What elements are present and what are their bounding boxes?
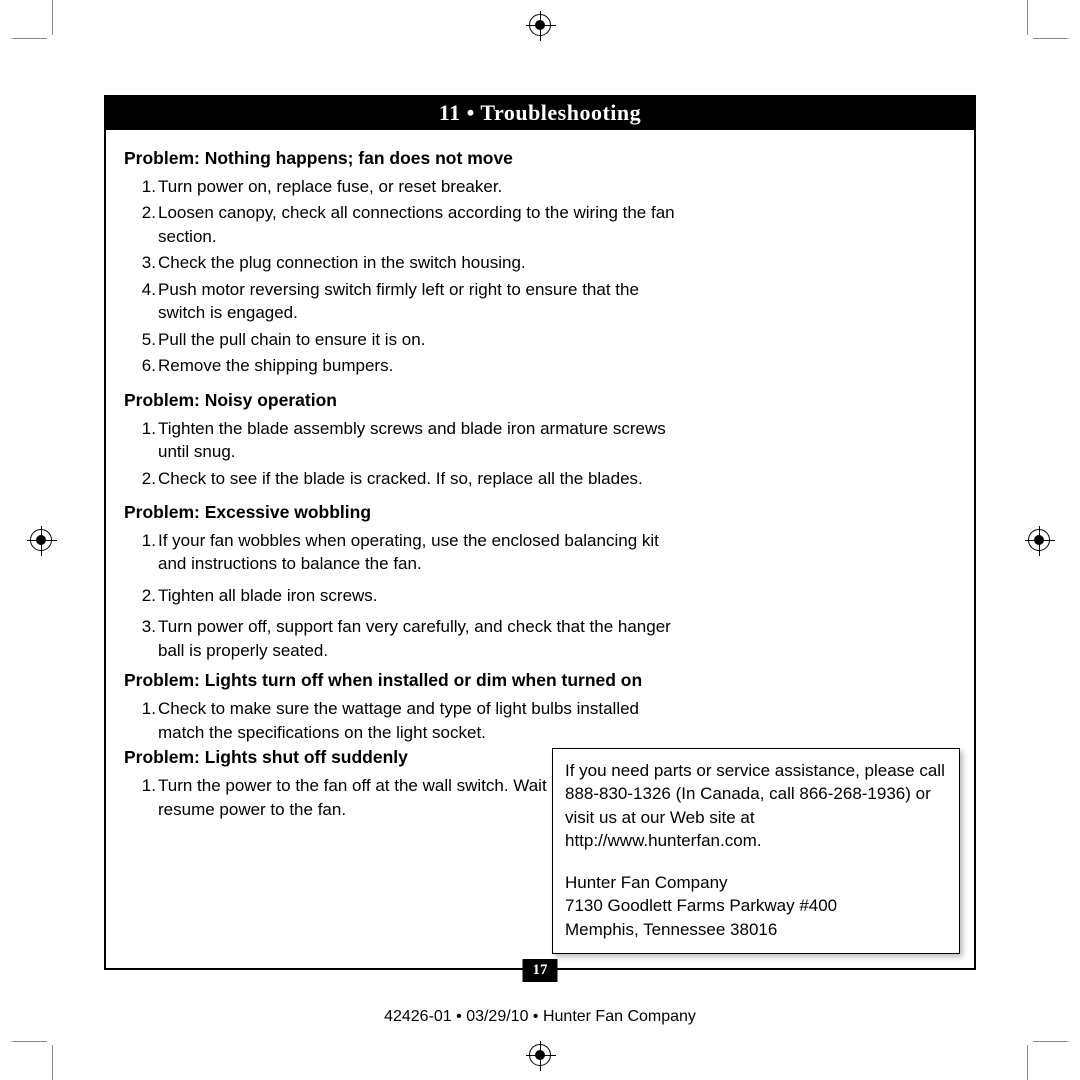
problem-steps: Tighten the blade assembly screws and bl… [124,417,684,490]
problem-block: Problem: Lights turn off when installed … [124,670,956,744]
problem-block: Problem: Noisy operation Tighten the bla… [124,390,956,490]
crop-mark [52,0,53,35]
crop-mark [1027,1045,1028,1080]
problem-block: Problem: Excessive wobbling If your fan … [124,502,956,662]
step-item: Turn power on, replace fuse, or reset br… [158,175,684,198]
step-item: Check to see if the blade is cracked. If… [158,467,684,490]
step-item: Pull the pull chain to ensure it is on. [158,328,684,351]
problem-title: Problem: Noisy operation [124,390,956,411]
step-item: Check to make sure the wattage and type … [158,697,684,744]
page-number-badge: 17 [523,959,558,982]
company-street: 7130 Goodlett Farms Parkway #400 [565,896,837,915]
contact-info-box: If you need parts or service assistance,… [552,748,960,954]
problem-steps: Check to make sure the wattage and type … [124,697,684,744]
footer-text: 42426-01 • 03/29/10 • Hunter Fan Company [0,1008,1080,1026]
company-address: Hunter Fan Company 7130 Goodlett Farms P… [565,871,947,941]
registration-mark-icon [1028,529,1050,551]
registration-mark-icon [529,14,551,36]
section-header: 11 • Troubleshooting [106,97,974,130]
crop-mark [12,1041,47,1042]
problem-steps: If your fan wobbles when operating, use … [124,529,684,662]
step-item: If your fan wobbles when operating, use … [158,529,684,576]
registration-mark-icon [30,529,52,551]
step-item: Check the plug connection in the switch … [158,251,684,274]
page-frame: 11 • Troubleshooting Problem: Nothing ha… [104,95,976,970]
crop-mark [1033,1041,1068,1042]
step-item: Loosen canopy, check all connections acc… [158,201,684,248]
crop-mark [12,38,47,39]
contact-info-text: If you need parts or service assistance,… [565,759,947,853]
content-area: Problem: Nothing happens; fan does not m… [106,130,974,968]
step-item: Remove the shipping bumpers. [158,354,684,377]
crop-mark [1027,0,1028,35]
problem-title: Problem: Lights turn off when installed … [124,670,956,691]
step-item: Tighten all blade iron screws. [158,584,684,607]
crop-mark [52,1045,53,1080]
company-name: Hunter Fan Company [565,873,728,892]
problem-steps: Turn power on, replace fuse, or reset br… [124,175,684,378]
problem-block: Problem: Nothing happens; fan does not m… [124,148,956,378]
crop-mark [1033,38,1068,39]
registration-mark-icon [529,1044,551,1066]
company-city: Memphis, Tennessee 38016 [565,920,777,939]
step-item: Turn power off, support fan very careful… [158,615,684,662]
problem-title: Problem: Nothing happens; fan does not m… [124,148,956,169]
problem-title: Problem: Excessive wobbling [124,502,956,523]
step-item: Push motor reversing switch firmly left … [158,278,684,325]
step-item: Tighten the blade assembly screws and bl… [158,417,684,464]
